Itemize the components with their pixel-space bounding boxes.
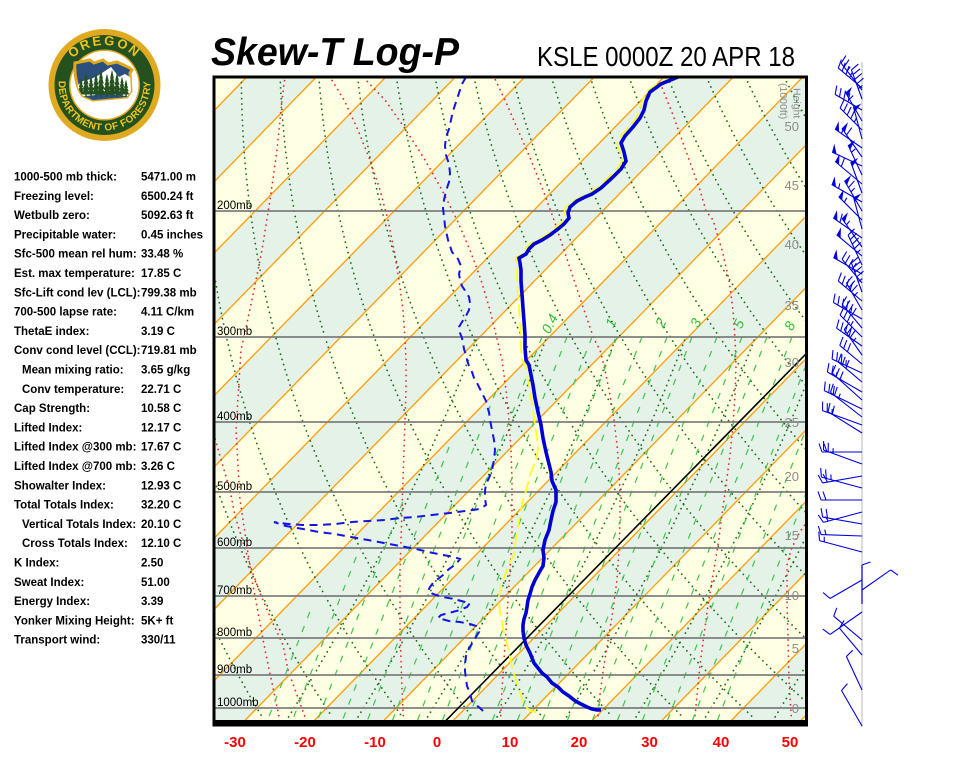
- svg-text:330/11: 330/11: [141, 635, 176, 647]
- svg-text:20: 20: [785, 469, 799, 484]
- svg-text:30: 30: [785, 355, 799, 370]
- svg-text:Mean mixing ratio:: Mean mixing ratio:: [22, 365, 124, 377]
- svg-text:20: 20: [571, 734, 588, 751]
- svg-text:Sfc-500 mean rel hum:: Sfc-500 mean rel hum:: [14, 249, 137, 261]
- svg-text:20.10 C: 20.10 C: [141, 519, 181, 531]
- svg-text:10.58 C: 10.58 C: [141, 403, 181, 415]
- svg-text:Conv temperature:: Conv temperature:: [22, 384, 124, 396]
- svg-text:3.26 C: 3.26 C: [141, 461, 175, 473]
- svg-text:-30: -30: [224, 734, 246, 751]
- svg-text:50: 50: [782, 734, 799, 751]
- svg-text:Conv cond level (CCL):: Conv cond level (CCL):: [14, 345, 141, 357]
- svg-text:10: 10: [502, 734, 519, 751]
- svg-text:3.19 C: 3.19 C: [141, 326, 175, 338]
- svg-text:10: 10: [785, 588, 799, 603]
- svg-text:17.85 C: 17.85 C: [141, 268, 181, 280]
- svg-text:Lifted Index @700 mb:: Lifted Index @700 mb:: [14, 461, 136, 473]
- svg-text:6500.24 ft: 6500.24 ft: [141, 191, 194, 203]
- svg-text:12.93 C: 12.93 C: [141, 480, 181, 492]
- svg-text:Transport wind:: Transport wind:: [14, 635, 100, 647]
- svg-text:0: 0: [792, 701, 799, 716]
- svg-text:40: 40: [785, 237, 799, 252]
- svg-text:Wetbulb zero:: Wetbulb zero:: [14, 210, 90, 222]
- svg-text:25: 25: [785, 415, 799, 430]
- svg-text:0.4: 0.4: [538, 311, 561, 336]
- svg-text:0: 0: [433, 734, 441, 751]
- svg-text:33.48 %: 33.48 %: [141, 249, 183, 261]
- svg-text:Showalter Index:: Showalter Index:: [14, 480, 106, 492]
- svg-text:400mb: 400mb: [217, 411, 252, 423]
- svg-text:Precipitable water:: Precipitable water:: [14, 229, 116, 241]
- svg-text:-20: -20: [294, 734, 316, 751]
- svg-text:5092.63 ft: 5092.63 ft: [141, 210, 194, 222]
- svg-text:32.20 C: 32.20 C: [141, 500, 181, 512]
- svg-text:50: 50: [785, 119, 799, 134]
- svg-text:1000mb: 1000mb: [217, 697, 259, 709]
- svg-text:200mb: 200mb: [217, 200, 252, 212]
- svg-text:Freezing level:: Freezing level:: [14, 191, 94, 203]
- svg-text:12.17 C: 12.17 C: [141, 422, 181, 434]
- svg-text:3.39: 3.39: [141, 596, 163, 608]
- svg-text:Energy Index:: Energy Index:: [14, 596, 90, 608]
- svg-text:30: 30: [641, 734, 658, 751]
- svg-text:35: 35: [785, 298, 799, 313]
- svg-text:KSLE 0000Z 20 APR 18: KSLE 0000Z 20 APR 18: [537, 41, 795, 72]
- svg-text:Lifted Index:: Lifted Index:: [14, 422, 82, 434]
- svg-text:5471.00 m: 5471.00 m: [141, 172, 196, 184]
- svg-text:2.50: 2.50: [141, 558, 163, 570]
- svg-text:600mb: 600mb: [217, 537, 252, 549]
- svg-text:Vertical Totals Index:: Vertical Totals Index:: [22, 519, 136, 531]
- svg-text:1000-500 mb thick:: 1000-500 mb thick:: [14, 172, 117, 184]
- svg-text:0.45 inches: 0.45 inches: [141, 229, 203, 241]
- svg-text:Cap Strength:: Cap Strength:: [14, 403, 90, 415]
- svg-text:Sfc-Lift cond lev (LCL):: Sfc-Lift cond lev (LCL):: [14, 287, 141, 299]
- svg-text:15: 15: [785, 528, 799, 543]
- svg-text:-10: -10: [364, 734, 386, 751]
- svg-text:719.81 mb: 719.81 mb: [141, 345, 197, 357]
- svg-text:51.00: 51.00: [141, 577, 170, 589]
- svg-text:Skew-T Log-P: Skew-T Log-P: [211, 31, 460, 74]
- svg-text:K Index:: K Index:: [14, 558, 59, 570]
- svg-text:5K+ ft: 5K+ ft: [141, 615, 173, 627]
- svg-text:700mb: 700mb: [217, 585, 252, 597]
- svg-text:Total Totals Index:: Total Totals Index:: [14, 500, 114, 512]
- svg-text:40: 40: [713, 734, 730, 751]
- svg-text:12.10 C: 12.10 C: [141, 538, 181, 550]
- svg-text:900mb: 900mb: [217, 664, 252, 676]
- svg-text:Sweat Index:: Sweat Index:: [14, 577, 84, 589]
- svg-text:Est. max temperature:: Est. max temperature:: [14, 268, 135, 280]
- svg-text:Lifted Index @300 mb:: Lifted Index @300 mb:: [14, 442, 136, 454]
- svg-text:Height: Height: [791, 88, 803, 118]
- svg-text:ThetaE index:: ThetaE index:: [14, 326, 89, 338]
- svg-text:45: 45: [785, 178, 799, 193]
- svg-text:Cross Totals Index:: Cross Totals Index:: [22, 538, 128, 550]
- svg-text:700-500 lapse rate:: 700-500 lapse rate:: [14, 307, 117, 319]
- svg-text:22.71 C: 22.71 C: [141, 384, 181, 396]
- svg-text:(1000ft): (1000ft): [777, 83, 789, 119]
- svg-text:17.67 C: 17.67 C: [141, 442, 181, 454]
- svg-text:800mb: 800mb: [217, 627, 252, 639]
- svg-text:799.38 mb: 799.38 mb: [141, 287, 197, 299]
- svg-text:3.65 g/kg: 3.65 g/kg: [141, 365, 190, 377]
- svg-text:300mb: 300mb: [217, 326, 252, 338]
- svg-text:4.11 C/km: 4.11 C/km: [141, 307, 194, 319]
- svg-text:Yonker Mixing Height:: Yonker Mixing Height:: [14, 615, 135, 627]
- svg-text:5: 5: [792, 641, 799, 656]
- svg-text:500mb: 500mb: [217, 481, 252, 493]
